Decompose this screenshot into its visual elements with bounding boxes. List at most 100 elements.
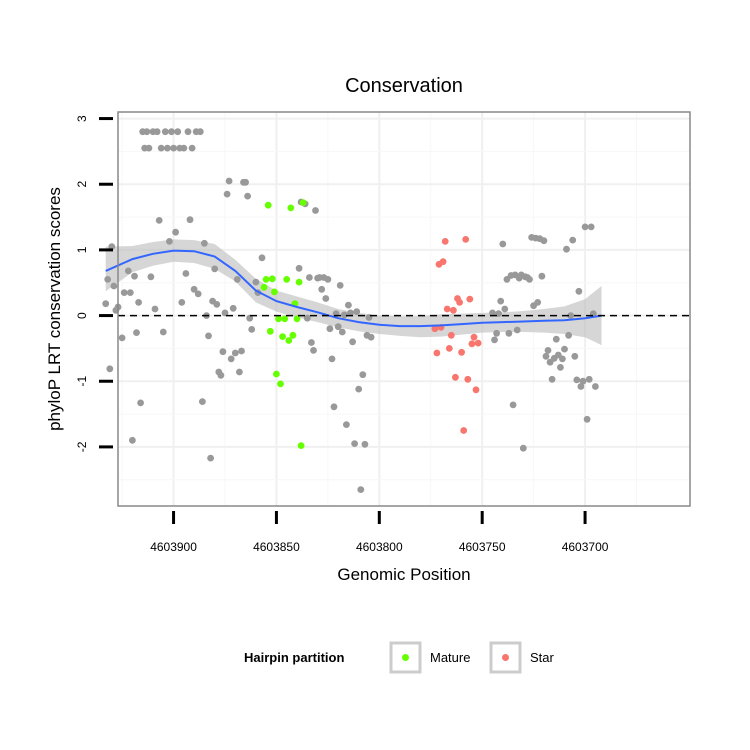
point-other [577, 383, 585, 390]
point-star [441, 238, 449, 245]
point-other [573, 376, 581, 384]
point-other [303, 314, 311, 322]
point-other [147, 273, 155, 281]
legend-dot-star [502, 654, 509, 661]
point-other [211, 265, 219, 273]
y-axis-label: phyloP LRT conservation scores [45, 187, 64, 431]
point-other [133, 329, 140, 336]
y-tick-label: -2 [75, 441, 89, 452]
point-star [433, 349, 441, 357]
point-mature [277, 380, 284, 388]
point-other [489, 309, 496, 317]
point-other [355, 385, 363, 393]
point-other [244, 192, 252, 200]
point-other [194, 290, 202, 298]
point-other [219, 348, 227, 356]
point-other [340, 311, 348, 319]
point-other [581, 223, 589, 231]
point-other [534, 299, 542, 306]
point-mature [260, 283, 268, 291]
point-other [328, 355, 336, 363]
point-other [587, 223, 595, 231]
point-other [172, 228, 180, 236]
point-mature [275, 315, 282, 323]
point-other [561, 345, 568, 353]
point-other [225, 177, 233, 185]
point-other [242, 178, 250, 186]
point-other [231, 349, 239, 357]
point-other [104, 276, 112, 283]
point-other [258, 254, 266, 262]
y-tick-label: -1 [75, 376, 89, 387]
point-other [345, 301, 352, 309]
point-other [575, 287, 583, 295]
y-tick-label: 2 [75, 181, 89, 188]
point-mature [268, 275, 276, 283]
x-tick-label: 4603800 [356, 540, 403, 554]
point-other [118, 334, 126, 342]
point-other [233, 276, 241, 283]
point-other [129, 436, 136, 444]
x-tick-label: 4603900 [150, 540, 197, 554]
chart-title: Conservation [345, 75, 463, 97]
point-other [108, 243, 116, 251]
point-other [526, 276, 533, 283]
point-mature [299, 199, 307, 207]
point-other [252, 278, 260, 286]
point-other [120, 289, 128, 296]
point-other [326, 325, 334, 333]
point-other [110, 282, 118, 290]
point-star [445, 345, 453, 352]
point-other [491, 336, 498, 344]
point-star [431, 325, 439, 333]
point-other [357, 486, 365, 493]
point-star [452, 373, 459, 381]
x-tick-label: 4603750 [459, 540, 506, 554]
point-other [159, 328, 167, 336]
point-other [295, 264, 303, 272]
smooth-line [105, 249, 602, 328]
point-other [131, 272, 138, 280]
point-other [223, 190, 231, 198]
point-other [338, 328, 346, 336]
point-other [217, 371, 225, 379]
point-mature [262, 276, 270, 283]
point-other [170, 144, 178, 152]
y-tick-label: 3 [75, 115, 89, 122]
point-other [180, 144, 188, 152]
point-other [501, 305, 509, 313]
point-other [585, 375, 593, 383]
point-other [166, 238, 173, 245]
point-other [151, 305, 159, 313]
legend-key-star [489, 641, 522, 674]
point-other [168, 128, 175, 136]
point-other [126, 289, 134, 296]
point-other [583, 415, 591, 423]
point-other [343, 421, 350, 428]
legend-dot-mature [402, 654, 409, 661]
point-other [106, 365, 114, 373]
point-star [472, 386, 480, 394]
point-star [450, 306, 457, 314]
point-mature [297, 442, 305, 449]
point-mature [287, 204, 295, 212]
point-other [102, 300, 110, 308]
point-other [347, 309, 354, 317]
point-star [439, 258, 447, 266]
point-other [178, 299, 186, 306]
point-other [538, 272, 546, 280]
point-star [460, 427, 468, 434]
legend-label-star: Star [530, 650, 555, 665]
x-tick-label: 4603850 [253, 540, 300, 554]
point-star [466, 295, 474, 303]
point-other [190, 285, 198, 293]
point-other [145, 144, 153, 152]
point-other [205, 332, 212, 340]
point-other [322, 295, 330, 302]
point-mature [293, 315, 301, 323]
smooth-line-layer [105, 249, 602, 328]
point-other [367, 333, 375, 341]
point-other [571, 352, 579, 360]
point-other [557, 364, 564, 371]
